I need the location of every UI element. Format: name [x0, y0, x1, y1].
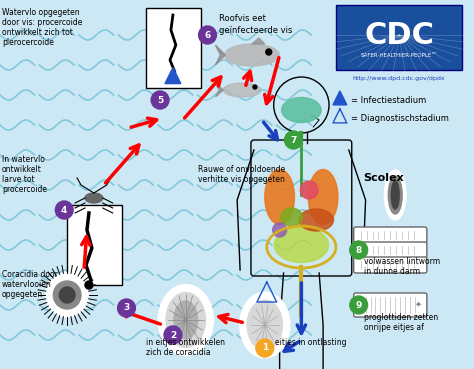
Text: CDC: CDC — [364, 21, 434, 49]
FancyBboxPatch shape — [354, 227, 427, 243]
Polygon shape — [215, 45, 225, 65]
Text: ✦: ✦ — [415, 300, 422, 309]
Text: proglottiden zetten: proglottiden zetten — [364, 314, 438, 323]
Ellipse shape — [240, 293, 290, 358]
Text: 9: 9 — [356, 300, 362, 310]
Ellipse shape — [225, 44, 279, 66]
Text: eitjes in ontlasting: eitjes in ontlasting — [275, 338, 346, 347]
Circle shape — [350, 296, 367, 314]
Circle shape — [284, 131, 302, 149]
FancyBboxPatch shape — [354, 293, 427, 317]
Polygon shape — [165, 68, 181, 84]
Text: geïnfecteerde vis: geïnfecteerde vis — [219, 25, 293, 34]
Circle shape — [164, 326, 182, 344]
FancyBboxPatch shape — [67, 205, 121, 285]
Text: Coracidia door: Coracidia door — [2, 270, 58, 279]
FancyBboxPatch shape — [354, 242, 427, 258]
FancyBboxPatch shape — [146, 8, 201, 88]
Text: procercoide: procercoide — [2, 185, 47, 194]
Text: plerocercoide: plerocercoide — [2, 38, 54, 47]
Text: in dunne darm: in dunne darm — [364, 268, 420, 276]
Circle shape — [54, 281, 81, 309]
Text: Watervlo opgegeten: Watervlo opgegeten — [2, 8, 80, 17]
Text: in eitjes ontwikkelen: in eitjes ontwikkelen — [146, 338, 225, 347]
Ellipse shape — [281, 208, 302, 226]
Circle shape — [350, 241, 367, 259]
Text: ontwikkelt: ontwikkelt — [2, 165, 42, 174]
Circle shape — [59, 287, 75, 303]
Text: = Diagnostischstadium: = Diagnostischstadium — [351, 114, 449, 123]
Text: opgegeten: opgegeten — [2, 290, 43, 299]
FancyBboxPatch shape — [354, 257, 427, 273]
Ellipse shape — [301, 181, 318, 199]
Text: 5: 5 — [157, 96, 163, 104]
Polygon shape — [252, 38, 265, 44]
Text: = Infectiestadium: = Infectiestadium — [351, 96, 426, 104]
Circle shape — [55, 201, 73, 219]
Circle shape — [253, 85, 257, 89]
Text: 6: 6 — [204, 31, 210, 39]
Circle shape — [256, 339, 273, 357]
Text: larve tot: larve tot — [2, 175, 35, 184]
Ellipse shape — [159, 285, 213, 355]
Text: 3: 3 — [123, 303, 129, 313]
Text: http://www.dpd.cdc.gov/dpdx: http://www.dpd.cdc.gov/dpdx — [353, 76, 446, 80]
Ellipse shape — [166, 293, 206, 348]
Text: Scolex: Scolex — [364, 173, 404, 183]
Text: 7: 7 — [290, 135, 297, 145]
Circle shape — [266, 49, 272, 55]
Text: volwassen lintworm: volwassen lintworm — [364, 258, 440, 266]
Text: SAFER·HEALTHIER·PEOPLE™: SAFER·HEALTHIER·PEOPLE™ — [361, 52, 438, 58]
Text: 8: 8 — [356, 245, 362, 255]
Text: 2: 2 — [170, 331, 176, 339]
Circle shape — [199, 26, 217, 44]
Ellipse shape — [384, 170, 406, 220]
Text: ontwikkelt zich tot: ontwikkelt zich tot — [2, 28, 73, 37]
Text: zich de coracidia: zich de coracidia — [146, 348, 211, 357]
Circle shape — [118, 299, 136, 317]
Polygon shape — [215, 83, 223, 97]
Ellipse shape — [273, 223, 287, 237]
Text: watervlooien: watervlooien — [2, 280, 52, 289]
Text: verhitte vis opgegeten: verhitte vis opgegeten — [198, 175, 284, 184]
Ellipse shape — [174, 301, 198, 339]
Ellipse shape — [282, 97, 321, 123]
Ellipse shape — [391, 181, 399, 209]
Text: 1: 1 — [262, 344, 268, 352]
Ellipse shape — [265, 169, 294, 224]
Polygon shape — [333, 91, 347, 105]
Ellipse shape — [299, 209, 334, 231]
FancyBboxPatch shape — [336, 5, 463, 70]
Text: door vis: procercoide: door vis: procercoide — [2, 18, 82, 27]
Text: onrijpe eitjes af: onrijpe eitjes af — [364, 324, 423, 332]
Text: 4: 4 — [61, 206, 67, 214]
Ellipse shape — [308, 169, 338, 224]
Circle shape — [151, 91, 169, 109]
Ellipse shape — [274, 228, 328, 262]
Text: In watervlo: In watervlo — [2, 155, 45, 164]
Text: Roofvis eet: Roofvis eet — [219, 14, 266, 23]
Ellipse shape — [85, 193, 103, 203]
Circle shape — [85, 281, 93, 289]
Ellipse shape — [223, 83, 261, 97]
Circle shape — [46, 273, 89, 317]
Text: Rauwe of onvoldoende: Rauwe of onvoldoende — [198, 165, 285, 174]
Ellipse shape — [388, 176, 402, 214]
Ellipse shape — [247, 300, 283, 350]
